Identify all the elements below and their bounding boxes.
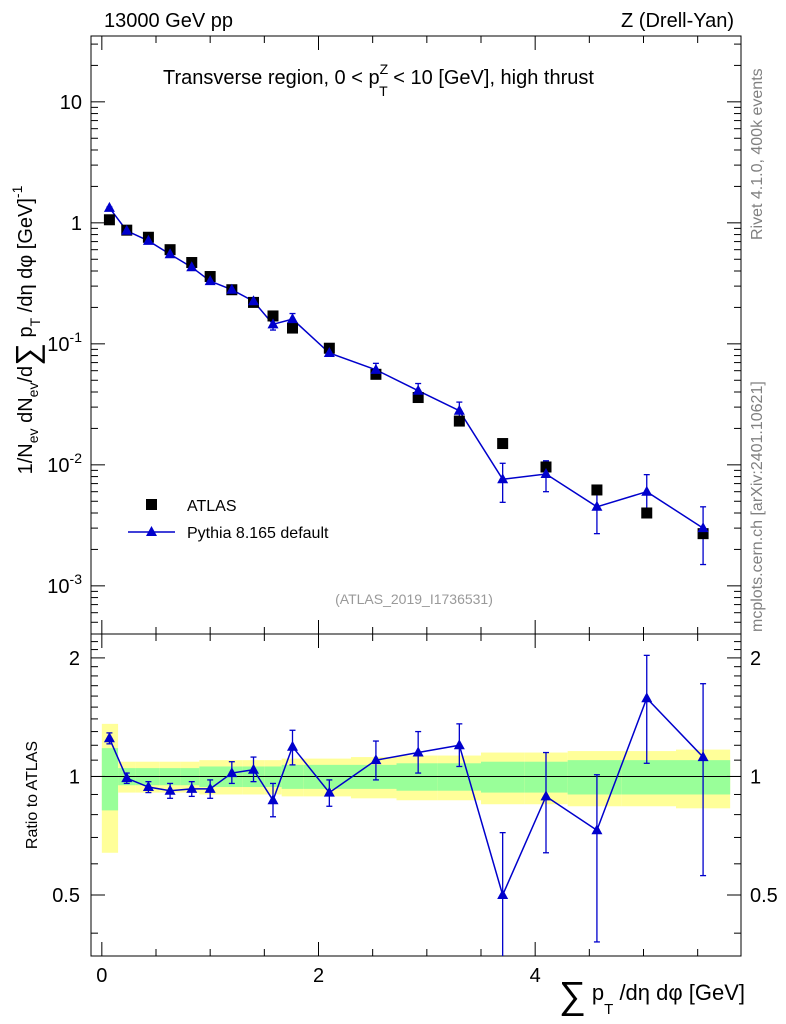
ratio-point (287, 740, 298, 751)
y-tick-label: 10-3 (47, 571, 82, 598)
pythia-point (248, 295, 259, 306)
ratio-point (226, 767, 238, 778)
pythia-point (121, 224, 133, 235)
pythia-point (287, 313, 298, 324)
atlas-point (641, 507, 653, 519)
pythia-point (204, 275, 216, 286)
mcplots-label: mcplots.cern.ch [arXiv:2401.10621] (749, 381, 766, 632)
atlas-point (591, 484, 603, 496)
pythia-point (164, 248, 176, 259)
pythia-point (453, 404, 465, 415)
pythia-point (540, 468, 552, 479)
ratio-point (641, 692, 653, 703)
legend: ATLAS Pythia 8.165 default (128, 498, 329, 542)
atlas-point (412, 392, 424, 404)
y-tick-label: 1 (71, 213, 82, 235)
ratio-band-inner (101, 748, 119, 811)
y-tick-label: 10-1 (47, 329, 82, 356)
pythia-point (412, 384, 424, 395)
pythia-point (497, 473, 509, 484)
ratio-point (370, 754, 382, 765)
chart-title: Transverse region, 0 < pZ T < 10 [GeV], h… (163, 61, 594, 99)
ratio-band-inner (621, 760, 676, 795)
pythia-point (103, 201, 115, 212)
ratio-point (591, 824, 603, 835)
ratio-point (323, 786, 335, 797)
svg-text:1/Nev dNev/d∑ pT /dη dφ [GeV]: 1/Nev dNev/d∑ pT /dη dφ [GeV]-1 (9, 185, 45, 474)
ratio-point (204, 782, 216, 793)
ratio-point (186, 782, 198, 793)
ratio-point (164, 784, 176, 795)
ratio-tick-label: 0.5 (52, 885, 80, 907)
ratio-band-inner (481, 761, 525, 793)
legend-atlas-marker (146, 499, 157, 510)
pythia-point (641, 485, 653, 496)
ratio-point (412, 746, 424, 757)
ratio-tick-label-right: 2 (750, 648, 761, 670)
ratio-point (267, 794, 279, 805)
ratio-band-inner (396, 763, 438, 791)
pythia-point (370, 363, 382, 374)
header-right: Z (Drell-Yan) (621, 10, 734, 32)
atlas-point (453, 415, 465, 427)
x-tick-label: 2 (313, 965, 324, 987)
ratio-tick-label-right: 1 (750, 766, 761, 788)
ratio-point (248, 763, 259, 774)
ratio-tick-label-right: 0.5 (750, 885, 778, 907)
legend-atlas-label: ATLAS (187, 498, 237, 515)
pythia-point (186, 261, 198, 272)
ratio-point (697, 751, 709, 762)
ratio-point (540, 790, 552, 801)
pythia-point (267, 318, 279, 329)
ratio-tick-label: 1 (69, 766, 80, 788)
main-panel-frame (90, 35, 742, 635)
ratio-band-inner (437, 763, 481, 791)
pythia-point (323, 347, 335, 358)
x-tick-label: 4 (530, 965, 541, 987)
atlas-point (287, 322, 298, 334)
ratio-point (103, 732, 115, 743)
ratio-tick-label: 2 (69, 648, 80, 670)
pythia-point (591, 500, 603, 511)
analysis-id: (ATLAS_2019_I1736531) (335, 591, 493, 607)
y-tick-label: 10-2 (47, 450, 82, 477)
pythia-point (142, 234, 154, 245)
pythia-point (697, 522, 709, 533)
atlas-point (103, 214, 115, 226)
atlas-point (540, 461, 552, 473)
ratio-panel-frame (90, 633, 742, 957)
atlas-point (697, 528, 709, 540)
pythia-point (226, 283, 238, 294)
y-axis-label: 1/Nev dNev/d∑ pT /dη dφ [GeV]-1 (9, 185, 45, 474)
x-tick-label: 0 (96, 965, 107, 987)
rivet-label: Rivet 4.1.0, 400k events (749, 68, 766, 240)
atlas-point (370, 368, 382, 380)
header-left: 13000 GeV pp (104, 10, 233, 32)
ratio-point (121, 772, 133, 783)
atlas-point (267, 310, 279, 322)
ratio-point (142, 781, 154, 792)
x-axis-label: ∑ pT /dη dφ [GeV] (559, 975, 745, 1018)
legend-pythia-marker (146, 526, 157, 536)
y-tick-label: 10 (60, 92, 82, 114)
svg-text:∑ pT /dη dφ [GeV]: ∑ pT /dη dφ [GeV] (559, 975, 745, 1018)
pythia-line (108, 207, 704, 529)
ratio-point (453, 739, 465, 750)
atlas-point (497, 438, 509, 450)
legend-pythia-label: Pythia 8.165 default (187, 525, 329, 542)
ratio-y-label: Ratio to ATLAS (24, 741, 41, 849)
ratio-band-inner (567, 760, 622, 795)
ratio-point (497, 888, 509, 899)
